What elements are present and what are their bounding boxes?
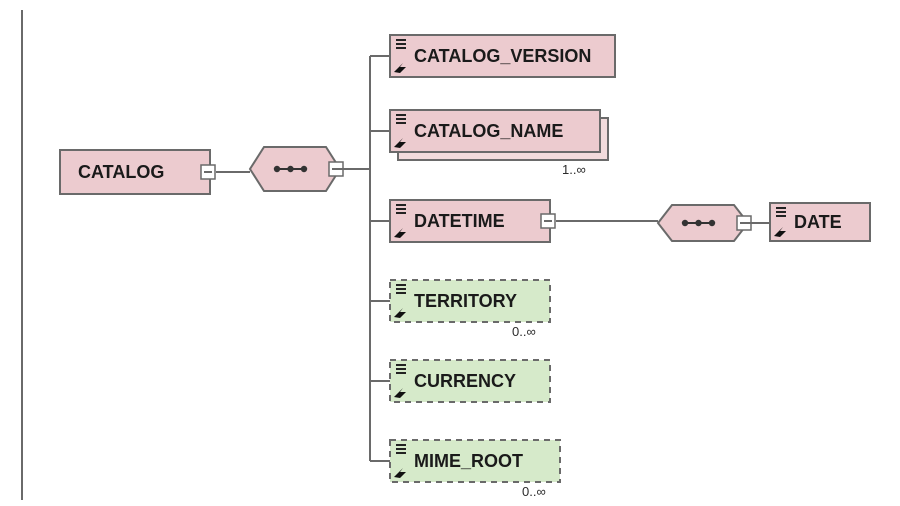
- node-currency: [390, 360, 550, 402]
- diagram-svg: [0, 0, 900, 506]
- node-catalog_version: [390, 35, 615, 77]
- node-territory: [390, 280, 550, 322]
- node-datetime: [390, 200, 550, 242]
- xsd-tree-diagram: CATALOGCATALOG_VERSIONCATALOG_NAME1..∞DA…: [0, 0, 900, 506]
- node-catalog: [60, 150, 210, 194]
- node-mime_root: [390, 440, 560, 482]
- node-catalog_name: [390, 110, 600, 152]
